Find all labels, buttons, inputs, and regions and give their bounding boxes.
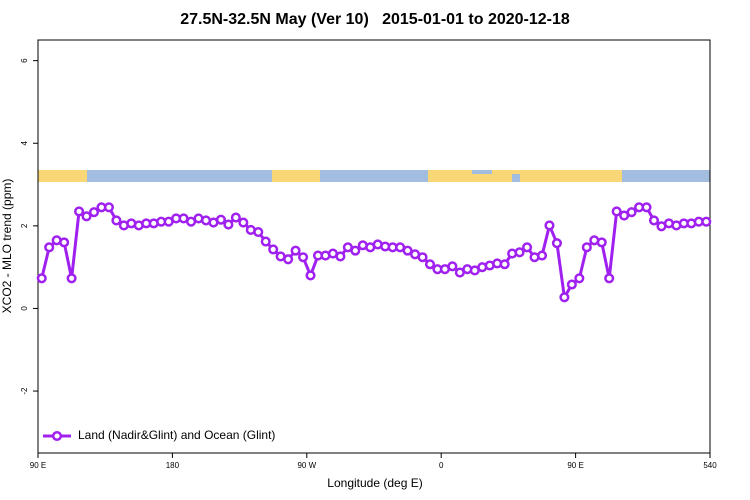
x-tick-label: 90 E xyxy=(30,461,46,470)
point xyxy=(335,251,346,262)
point xyxy=(604,273,615,284)
point xyxy=(641,202,652,213)
point xyxy=(305,270,316,281)
y-tick-label: 0 xyxy=(20,306,29,311)
point xyxy=(447,261,458,272)
chart-title: 27.5N-32.5N May (Ver 10) 2015-01-01 to 2… xyxy=(180,11,570,28)
x-tick-label: 540 xyxy=(703,461,717,470)
x-tick-label: 90 E xyxy=(567,461,583,470)
point xyxy=(514,247,525,258)
y-tick-label: 6 xyxy=(20,58,29,63)
x-axis-label: Longitude (deg E) xyxy=(327,476,422,490)
y-axis-label: XCO2 - MLO trend (ppm) xyxy=(0,179,14,314)
point xyxy=(522,242,533,253)
point xyxy=(424,259,436,270)
point xyxy=(350,245,361,256)
point xyxy=(59,237,70,248)
point xyxy=(596,237,607,248)
point xyxy=(648,215,660,226)
point xyxy=(260,236,271,247)
point xyxy=(253,226,264,238)
point xyxy=(215,214,226,225)
point xyxy=(417,252,428,263)
point xyxy=(111,215,122,226)
ocean xyxy=(512,174,520,182)
series-line xyxy=(40,205,707,302)
y-tick-label: 4 xyxy=(20,140,29,145)
x-tick-label: 180 xyxy=(166,461,180,470)
point xyxy=(283,254,294,265)
y-tick-label: -2 xyxy=(20,387,29,395)
point xyxy=(402,245,413,256)
point xyxy=(223,219,234,230)
point xyxy=(581,242,592,253)
land xyxy=(38,170,87,182)
point xyxy=(544,220,555,231)
land xyxy=(272,170,320,182)
x-tick-label: 0 xyxy=(439,461,444,470)
point xyxy=(230,212,241,223)
point xyxy=(268,244,279,255)
plot-frame xyxy=(37,39,711,454)
y-tick-label: 2 xyxy=(20,223,29,228)
point xyxy=(44,242,55,253)
point xyxy=(701,216,712,227)
point xyxy=(536,250,548,261)
point xyxy=(566,279,577,290)
land-ocean-strip xyxy=(38,170,710,182)
land xyxy=(428,170,622,182)
point xyxy=(66,273,77,284)
point xyxy=(574,273,585,284)
legend-label: Land (Nadir&Glint) and Ocean (Glint) xyxy=(78,428,275,442)
x-tick-label: 90 W xyxy=(297,461,316,470)
point xyxy=(103,202,114,213)
point xyxy=(298,252,309,263)
point xyxy=(559,292,570,303)
point xyxy=(74,206,85,217)
point xyxy=(551,238,562,249)
point xyxy=(499,259,510,270)
point xyxy=(88,207,100,218)
ocean xyxy=(472,170,492,174)
point xyxy=(290,245,301,256)
point xyxy=(81,211,92,222)
legend-marker xyxy=(51,430,63,442)
point xyxy=(626,207,637,218)
point xyxy=(36,273,47,284)
point xyxy=(238,217,249,228)
point xyxy=(611,206,622,217)
